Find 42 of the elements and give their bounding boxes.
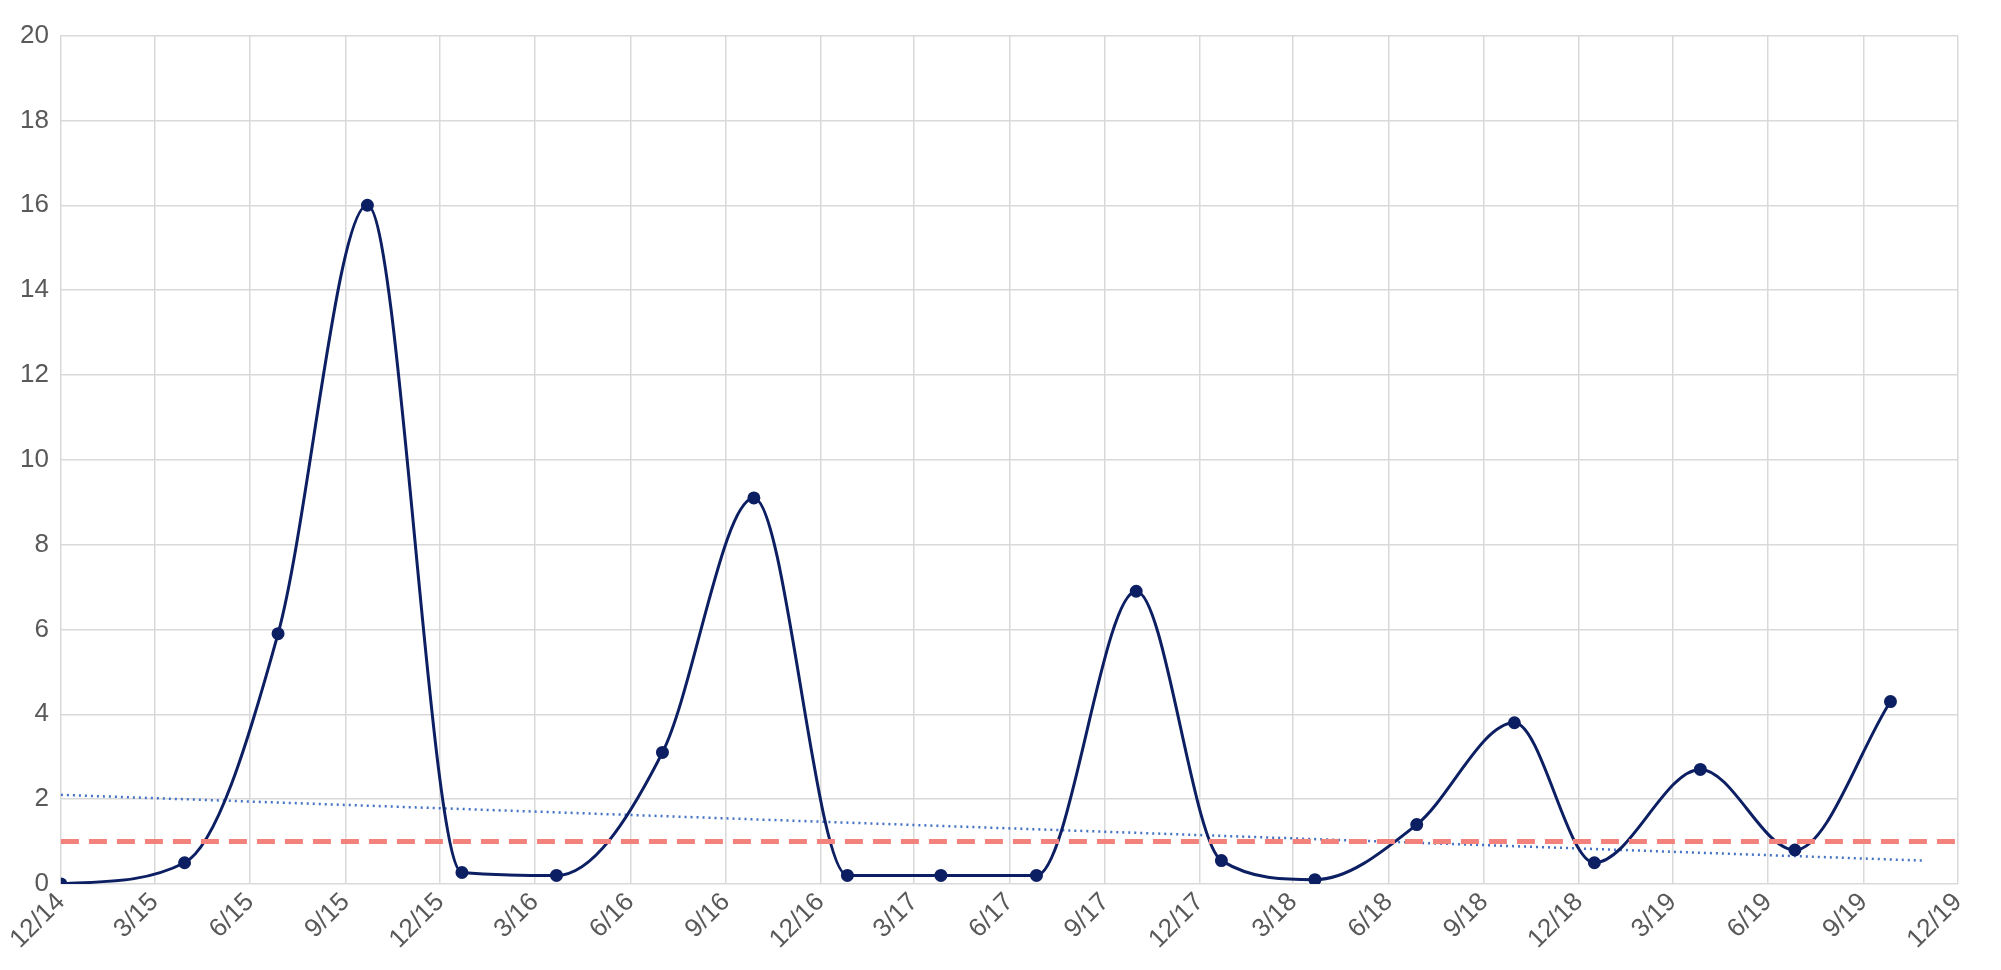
x-tick-label: 6/19: [1720, 886, 1778, 944]
point: [1308, 873, 1322, 884]
point: [1693, 762, 1707, 776]
y-tick-label: 10: [20, 442, 49, 473]
point: [360, 198, 374, 212]
x-tick-label: 6/18: [1340, 886, 1398, 944]
y-tick-label: 8: [34, 527, 49, 558]
point: [1129, 584, 1143, 598]
x-tick-label: 9/16: [678, 886, 736, 944]
x-tick-label: 3/15: [106, 886, 164, 944]
point: [747, 491, 761, 505]
x-tick-label: 9/19: [1815, 886, 1873, 944]
x-tick-label: 3/16: [486, 886, 544, 944]
point: [655, 745, 669, 759]
point: [1587, 856, 1601, 870]
point: [1507, 716, 1521, 730]
x-tick-label: 3/19: [1624, 886, 1682, 944]
point: [1410, 818, 1424, 832]
y-tick-label: 2: [34, 782, 49, 813]
y-tick-label: 6: [34, 612, 49, 643]
y-tick-label: 0: [34, 867, 49, 898]
x-tick-label: 6/15: [202, 886, 260, 944]
point: [455, 865, 469, 879]
y-tick-label: 4: [34, 697, 49, 728]
y-tick-label: 18: [20, 103, 49, 134]
x-tick-label: 9/18: [1436, 886, 1494, 944]
x-tick-label: 6/16: [582, 886, 640, 944]
point: [1029, 868, 1043, 882]
point: [271, 627, 285, 641]
y-tick-label: 12: [20, 358, 49, 389]
y-tick-label: 20: [20, 18, 49, 49]
point: [934, 868, 948, 882]
point: [178, 856, 192, 870]
x-tick-label: 9/15: [297, 886, 355, 944]
y-tick-label: 16: [20, 188, 49, 219]
point: [1788, 843, 1802, 857]
point: [549, 868, 563, 882]
point: [1214, 854, 1228, 868]
y-tick-label: 14: [20, 273, 49, 304]
point: [840, 868, 854, 882]
point: [1883, 695, 1897, 709]
x-tick-label: 3/18: [1245, 886, 1303, 944]
